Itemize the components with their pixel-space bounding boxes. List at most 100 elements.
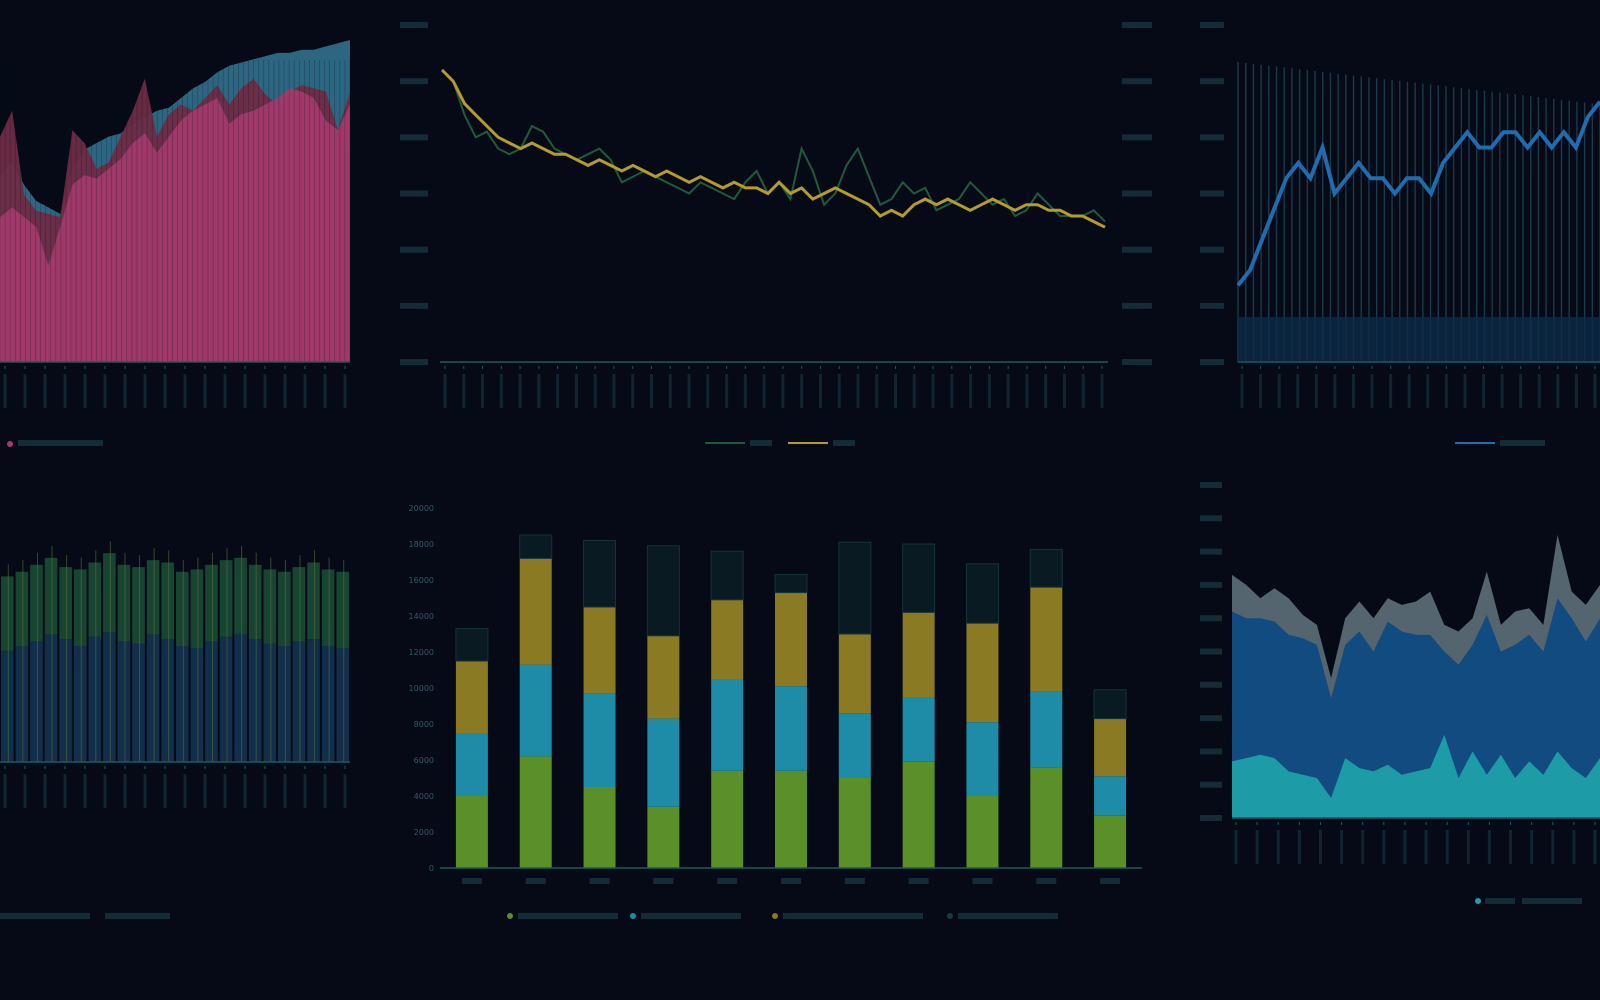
x-tick-label bbox=[123, 374, 127, 408]
base-area bbox=[1238, 317, 1600, 362]
bar-segment-2 bbox=[1094, 718, 1127, 777]
x-tick-label bbox=[83, 374, 87, 408]
x-tick-label bbox=[203, 774, 207, 808]
y-tick-label bbox=[1200, 615, 1222, 622]
y-tick-label bbox=[400, 22, 428, 28]
x-tick-label bbox=[612, 374, 616, 408]
x-tick-label bbox=[283, 774, 287, 808]
x-tick-label bbox=[1424, 830, 1428, 864]
x-tick-label bbox=[1572, 830, 1576, 864]
x-tick-label bbox=[1044, 374, 1048, 408]
y-tick-label: 0 bbox=[429, 864, 434, 873]
x-tick-label bbox=[323, 374, 327, 408]
bar-segment bbox=[30, 641, 43, 762]
x-tick-label bbox=[343, 774, 347, 808]
bar-segment bbox=[1, 650, 14, 762]
legend-label bbox=[518, 913, 618, 919]
y-tick-label bbox=[1200, 781, 1222, 788]
x-tick-label bbox=[1519, 374, 1523, 408]
x-tick-label bbox=[631, 374, 635, 408]
bar-segment-3 bbox=[965, 563, 999, 624]
x-tick-label bbox=[63, 774, 67, 808]
x-tick-label bbox=[743, 374, 747, 408]
chart-bottom-right bbox=[1200, 482, 1600, 904]
legend-label bbox=[641, 913, 741, 919]
bar-segment bbox=[263, 643, 277, 762]
bar-segment-0 bbox=[647, 806, 680, 868]
x-tick-label bbox=[1530, 830, 1534, 864]
x-tick-label bbox=[1277, 374, 1281, 408]
bar-segment-1 bbox=[1030, 691, 1063, 768]
y-tick-label bbox=[1200, 246, 1224, 253]
y-tick-label: 18000 bbox=[409, 540, 434, 549]
bar-segment-2 bbox=[1030, 587, 1063, 692]
bar-segment-1 bbox=[966, 722, 999, 796]
bar-segment bbox=[161, 562, 174, 640]
y-tick-label: 14000 bbox=[409, 612, 434, 621]
chart-top-right bbox=[1200, 22, 1600, 446]
x-tick-label bbox=[263, 774, 267, 808]
x-tick-label bbox=[1482, 374, 1486, 408]
bar-segment-0 bbox=[902, 761, 935, 868]
legend-swatch bbox=[7, 441, 13, 447]
x-tick-label bbox=[1255, 830, 1259, 864]
y-tick-label bbox=[1200, 815, 1222, 821]
legend-label bbox=[105, 913, 170, 919]
y-tick-label bbox=[1200, 134, 1224, 141]
bar-segment-3 bbox=[583, 539, 617, 608]
y-tick-label bbox=[400, 246, 428, 253]
bar-segment-0 bbox=[838, 778, 871, 868]
x-tick-label bbox=[781, 374, 785, 408]
bar-segment bbox=[176, 571, 189, 646]
x-tick-label bbox=[1389, 374, 1393, 408]
legend-label bbox=[1485, 898, 1515, 904]
legend-label bbox=[958, 913, 1058, 919]
bar-segment bbox=[307, 562, 320, 640]
bar-segment bbox=[292, 567, 306, 642]
bar-segment-2 bbox=[583, 607, 616, 694]
legend-label bbox=[1522, 898, 1582, 904]
y2-tick-label bbox=[1122, 359, 1152, 365]
bar-segment bbox=[205, 641, 218, 762]
legend-label bbox=[18, 440, 103, 446]
bar-segment bbox=[44, 557, 58, 635]
bar-segment bbox=[248, 639, 262, 762]
bar-segment-0 bbox=[1094, 815, 1127, 868]
x-tick-label bbox=[844, 878, 865, 884]
x-tick-label bbox=[1240, 374, 1244, 408]
bar-segment bbox=[88, 636, 102, 762]
x-tick-label bbox=[183, 374, 187, 408]
bar-segment-1 bbox=[647, 718, 680, 807]
bar-segment bbox=[132, 643, 145, 762]
bar-segment-2 bbox=[966, 623, 999, 723]
x-tick-label bbox=[1361, 830, 1365, 864]
x-tick-label bbox=[303, 774, 307, 808]
bar-segment bbox=[234, 557, 247, 635]
x-tick-label bbox=[837, 374, 841, 408]
x-tick-label bbox=[1006, 374, 1010, 408]
x-tick-label bbox=[143, 374, 147, 408]
y-tick-label bbox=[1200, 190, 1224, 197]
x-tick-label bbox=[1466, 830, 1470, 864]
chart-bottom-center: 0 2000 4000 6000 8000 10000 12000 14000 16000 180… bbox=[409, 504, 1142, 919]
bar-segment-2 bbox=[902, 612, 935, 697]
bar-segment bbox=[321, 646, 335, 762]
line-series-1 bbox=[440, 68, 1106, 229]
x-tick-label bbox=[103, 774, 107, 808]
x-tick-label bbox=[574, 374, 578, 408]
y-tick-label bbox=[1200, 748, 1222, 755]
x-tick-label bbox=[243, 374, 247, 408]
x-tick-label bbox=[653, 878, 674, 884]
chart-top-center bbox=[400, 22, 1152, 446]
bar-segment-3 bbox=[455, 628, 489, 662]
x-tick-label bbox=[875, 374, 879, 408]
x-tick-label bbox=[856, 374, 860, 408]
bar-segment-2 bbox=[647, 635, 680, 719]
x-tick-label bbox=[1593, 374, 1597, 408]
x-tick-label bbox=[83, 774, 87, 808]
x-tick-label bbox=[525, 878, 546, 884]
x-tick-label bbox=[1062, 374, 1066, 408]
legend-swatch bbox=[947, 913, 953, 919]
x-tick-label bbox=[800, 374, 804, 408]
x-tick-label bbox=[1296, 374, 1300, 408]
